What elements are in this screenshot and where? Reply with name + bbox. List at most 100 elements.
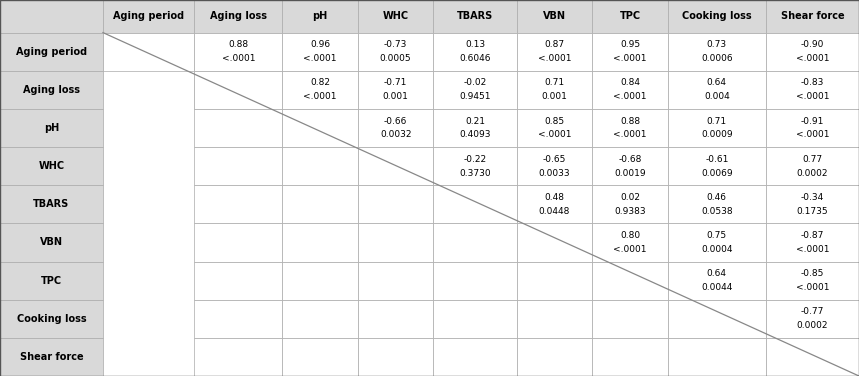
- Text: 0.64: 0.64: [707, 79, 727, 88]
- Bar: [517, 185, 592, 223]
- Text: 0.0019: 0.0019: [614, 168, 646, 177]
- Text: 0.87: 0.87: [545, 40, 564, 49]
- Text: -0.85: -0.85: [801, 269, 824, 278]
- Text: <.0001: <.0001: [795, 54, 829, 63]
- Text: 0.004: 0.004: [704, 92, 729, 101]
- Text: <.0001: <.0001: [613, 54, 647, 63]
- Text: 0.73: 0.73: [707, 40, 727, 49]
- Bar: [592, 262, 667, 300]
- Text: -0.87: -0.87: [801, 231, 824, 240]
- Text: <.0001: <.0001: [795, 245, 829, 254]
- Bar: [517, 147, 592, 185]
- Text: 0.0032: 0.0032: [380, 130, 411, 139]
- Bar: [434, 0, 517, 33]
- Bar: [517, 109, 592, 147]
- Bar: [103, 0, 194, 33]
- Text: 0.64: 0.64: [707, 269, 727, 278]
- Bar: [434, 338, 517, 376]
- Bar: [358, 147, 434, 185]
- Bar: [592, 338, 667, 376]
- Text: -0.65: -0.65: [543, 155, 566, 164]
- Text: 0.0004: 0.0004: [701, 245, 733, 254]
- Text: 0.6046: 0.6046: [460, 54, 490, 63]
- Bar: [358, 223, 434, 262]
- Bar: [358, 33, 434, 71]
- Bar: [517, 223, 592, 262]
- Text: 0.0033: 0.0033: [539, 168, 570, 177]
- Text: TBARS: TBARS: [34, 199, 70, 209]
- Bar: [592, 33, 667, 71]
- Text: <.0001: <.0001: [303, 54, 337, 63]
- Bar: [434, 185, 517, 223]
- Text: <.0001: <.0001: [303, 92, 337, 101]
- Text: -0.66: -0.66: [384, 117, 407, 126]
- Bar: [283, 109, 358, 147]
- Text: -0.02: -0.02: [464, 79, 487, 88]
- Bar: [592, 147, 667, 185]
- Bar: [517, 338, 592, 376]
- Text: 0.0069: 0.0069: [701, 168, 733, 177]
- Text: 0.84: 0.84: [620, 79, 640, 88]
- Bar: [434, 33, 517, 71]
- Text: 0.77: 0.77: [802, 155, 822, 164]
- Text: <.0001: <.0001: [795, 92, 829, 101]
- Text: 0.75: 0.75: [707, 231, 727, 240]
- Bar: [358, 300, 434, 338]
- Text: -0.91: -0.91: [801, 117, 824, 126]
- Text: <.0001: <.0001: [613, 92, 647, 101]
- Bar: [517, 223, 592, 262]
- Text: <.0001: <.0001: [222, 54, 255, 63]
- Text: <.0001: <.0001: [613, 130, 647, 139]
- Text: 0.88: 0.88: [620, 117, 640, 126]
- Text: 0.80: 0.80: [620, 231, 640, 240]
- Text: pH: pH: [313, 11, 328, 21]
- Bar: [283, 109, 358, 147]
- Text: Aging loss: Aging loss: [210, 11, 267, 21]
- Text: -0.71: -0.71: [384, 79, 407, 88]
- Text: -0.73: -0.73: [384, 40, 407, 49]
- Bar: [283, 262, 358, 300]
- Bar: [283, 338, 358, 376]
- Text: 0.3730: 0.3730: [460, 168, 490, 177]
- Bar: [358, 0, 434, 33]
- Bar: [592, 185, 667, 223]
- Bar: [283, 33, 358, 71]
- Text: <.0001: <.0001: [538, 130, 571, 139]
- Text: <.0001: <.0001: [795, 130, 829, 139]
- Text: 0.71: 0.71: [545, 79, 564, 88]
- Text: 0.02: 0.02: [620, 193, 640, 202]
- Text: pH: pH: [44, 123, 59, 133]
- Text: Cooking loss: Cooking loss: [16, 314, 86, 324]
- Text: 0.1735: 0.1735: [796, 207, 828, 216]
- Text: -0.90: -0.90: [801, 40, 824, 49]
- Text: WHC: WHC: [39, 161, 64, 171]
- Bar: [592, 109, 667, 147]
- Text: WHC: WHC: [382, 11, 409, 21]
- Text: 0.9451: 0.9451: [460, 92, 490, 101]
- Bar: [517, 300, 592, 338]
- Text: 0.0448: 0.0448: [539, 207, 570, 216]
- Text: 0.95: 0.95: [620, 40, 640, 49]
- Text: 0.82: 0.82: [310, 79, 330, 88]
- Text: <.0001: <.0001: [795, 283, 829, 292]
- Text: 0.13: 0.13: [465, 40, 485, 49]
- Bar: [358, 185, 434, 223]
- Text: <.0001: <.0001: [538, 54, 571, 63]
- Bar: [283, 147, 358, 185]
- Text: 0.21: 0.21: [465, 117, 485, 126]
- Text: <.0001: <.0001: [613, 245, 647, 254]
- Text: 0.0002: 0.0002: [796, 168, 828, 177]
- Text: Aging loss: Aging loss: [23, 85, 80, 95]
- Bar: [358, 71, 434, 109]
- Bar: [517, 71, 592, 109]
- Bar: [283, 300, 358, 338]
- Bar: [434, 71, 517, 109]
- Bar: [592, 0, 667, 33]
- Bar: [592, 300, 667, 338]
- Bar: [434, 223, 517, 262]
- Bar: [592, 71, 667, 109]
- Text: -0.77: -0.77: [801, 308, 824, 316]
- Bar: [434, 109, 517, 147]
- Text: 0.85: 0.85: [545, 117, 564, 126]
- Text: 0.48: 0.48: [545, 193, 564, 202]
